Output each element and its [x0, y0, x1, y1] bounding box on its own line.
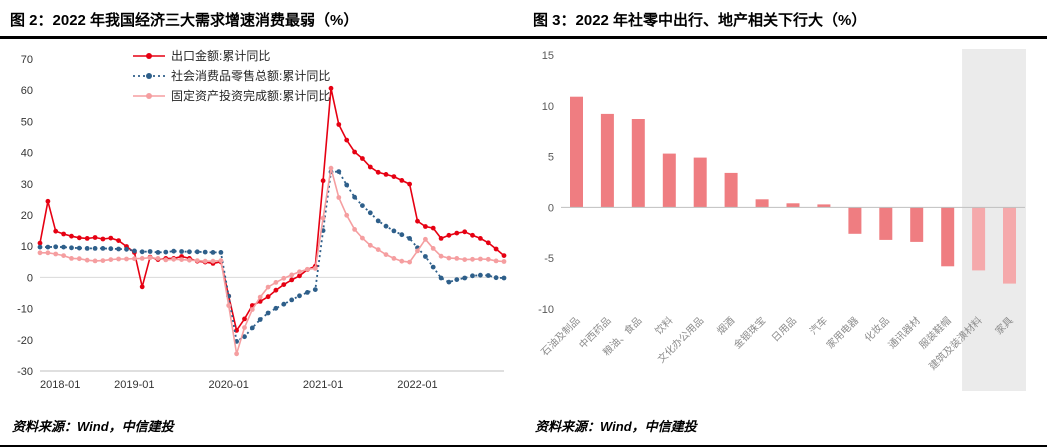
figure-titles-row: 图 2：2022 年我国经济三大需求增速消费最弱（%） 图 3：2022 年社零… [0, 0, 1047, 39]
svg-text:-10: -10 [17, 304, 33, 316]
legend-item-fai: 固定资产投资完成额:累计同比 [132, 87, 330, 104]
svg-text:-5: -5 [544, 253, 554, 265]
svg-text:0: 0 [27, 272, 33, 284]
legend-marker-line-dot-icon [133, 52, 165, 59]
svg-text:化妆品: 化妆品 [862, 314, 892, 344]
svg-text:0: 0 [548, 202, 554, 214]
svg-text:20: 20 [21, 210, 33, 222]
charts-row: 出口金额:累计同比 社会消费品零售总额:累计同比 固定资产投资完成额:累计同比 [0, 39, 1047, 410]
legend-label: 出口金额:累计同比 [171, 49, 271, 63]
sources-row: 资料来源：Wind，中信建投 资料来源：Wind，中信建投 [0, 410, 1047, 447]
svg-text:2019-01: 2019-01 [114, 379, 154, 391]
legend-marker-line-dot-icon [133, 72, 165, 79]
svg-text:60: 60 [21, 85, 33, 97]
line-chart-legend: 出口金额:累计同比 社会消费品零售总额:累计同比 固定资产投资完成额:累计同比 [132, 47, 330, 104]
svg-text:70: 70 [21, 54, 33, 66]
svg-text:-30: -30 [17, 366, 33, 378]
bar-chart-svg: -10-5051015石油及制品中西药品粮油、食品 饮料文化办公用品 烟酒金银珠宝日… [538, 49, 1026, 391]
legend-item-retail: 社会消费品零售总额:累计同比 [132, 67, 330, 84]
svg-text:饮料: 饮料 [652, 314, 675, 337]
svg-text:通讯器材: 通讯器材 [885, 314, 922, 351]
svg-text:15: 15 [542, 50, 554, 62]
line-chart-container: 出口金额:累计同比 社会消费品零售总额:累计同比 固定资产投资完成额:累计同比 [0, 39, 523, 410]
svg-text:-10: -10 [538, 304, 554, 316]
svg-text:2018-01: 2018-01 [40, 379, 80, 391]
svg-text:10: 10 [542, 101, 554, 113]
svg-text:2021-01: 2021-01 [303, 379, 343, 391]
svg-text:石油及制品: 石油及制品 [538, 314, 583, 359]
bar-chart-container: -10 -5 0 5 10 15 石油及制品 中西药品 粮油、食品 饮料 文化办公用品 烟酒 金银珠宝日… [523, 39, 1047, 410]
right-chart-title: 图 3：2022 年社零中出行、地产相关下行大（%） [533, 12, 867, 29]
legend-label: 社会消费品零售总额:累计同比 [171, 69, 331, 83]
svg-text:50: 50 [21, 116, 33, 128]
svg-text:金银珠宝: 金银珠宝 [731, 314, 768, 351]
left-source-note: 资料来源：Wind，中信建投 [12, 419, 174, 434]
legend-label: 固定资产投资完成额:累计同比 [171, 89, 331, 103]
svg-text:40: 40 [21, 148, 33, 160]
svg-text:2020-01: 2020-01 [209, 379, 249, 391]
legend-marker-line-dot-icon [133, 92, 165, 99]
svg-text:汽车: 汽车 [807, 314, 830, 337]
line-chart-svg: -30 -20 -10 0 10 20 30 40 50 60 70 2018-01 2019-01 20… [17, 54, 507, 391]
svg-text:日用品: 日用品 [769, 315, 799, 345]
svg-text:2022-01: 2022-01 [397, 379, 437, 391]
svg-text:烟酒: 烟酒 [714, 314, 737, 337]
right-source-note: 资料来源：Wind，中信建投 [535, 419, 697, 434]
left-chart-title: 图 2：2022 年我国经济三大需求增速消费最弱（%） [10, 12, 359, 29]
svg-text:5: 5 [548, 152, 554, 164]
svg-text:30: 30 [21, 179, 33, 191]
svg-text:家用电器: 家用电器 [824, 314, 861, 351]
svg-text:10: 10 [21, 241, 33, 253]
svg-text:-20: -20 [17, 335, 33, 347]
legend-item-exports: 出口金额:累计同比 [132, 47, 330, 64]
